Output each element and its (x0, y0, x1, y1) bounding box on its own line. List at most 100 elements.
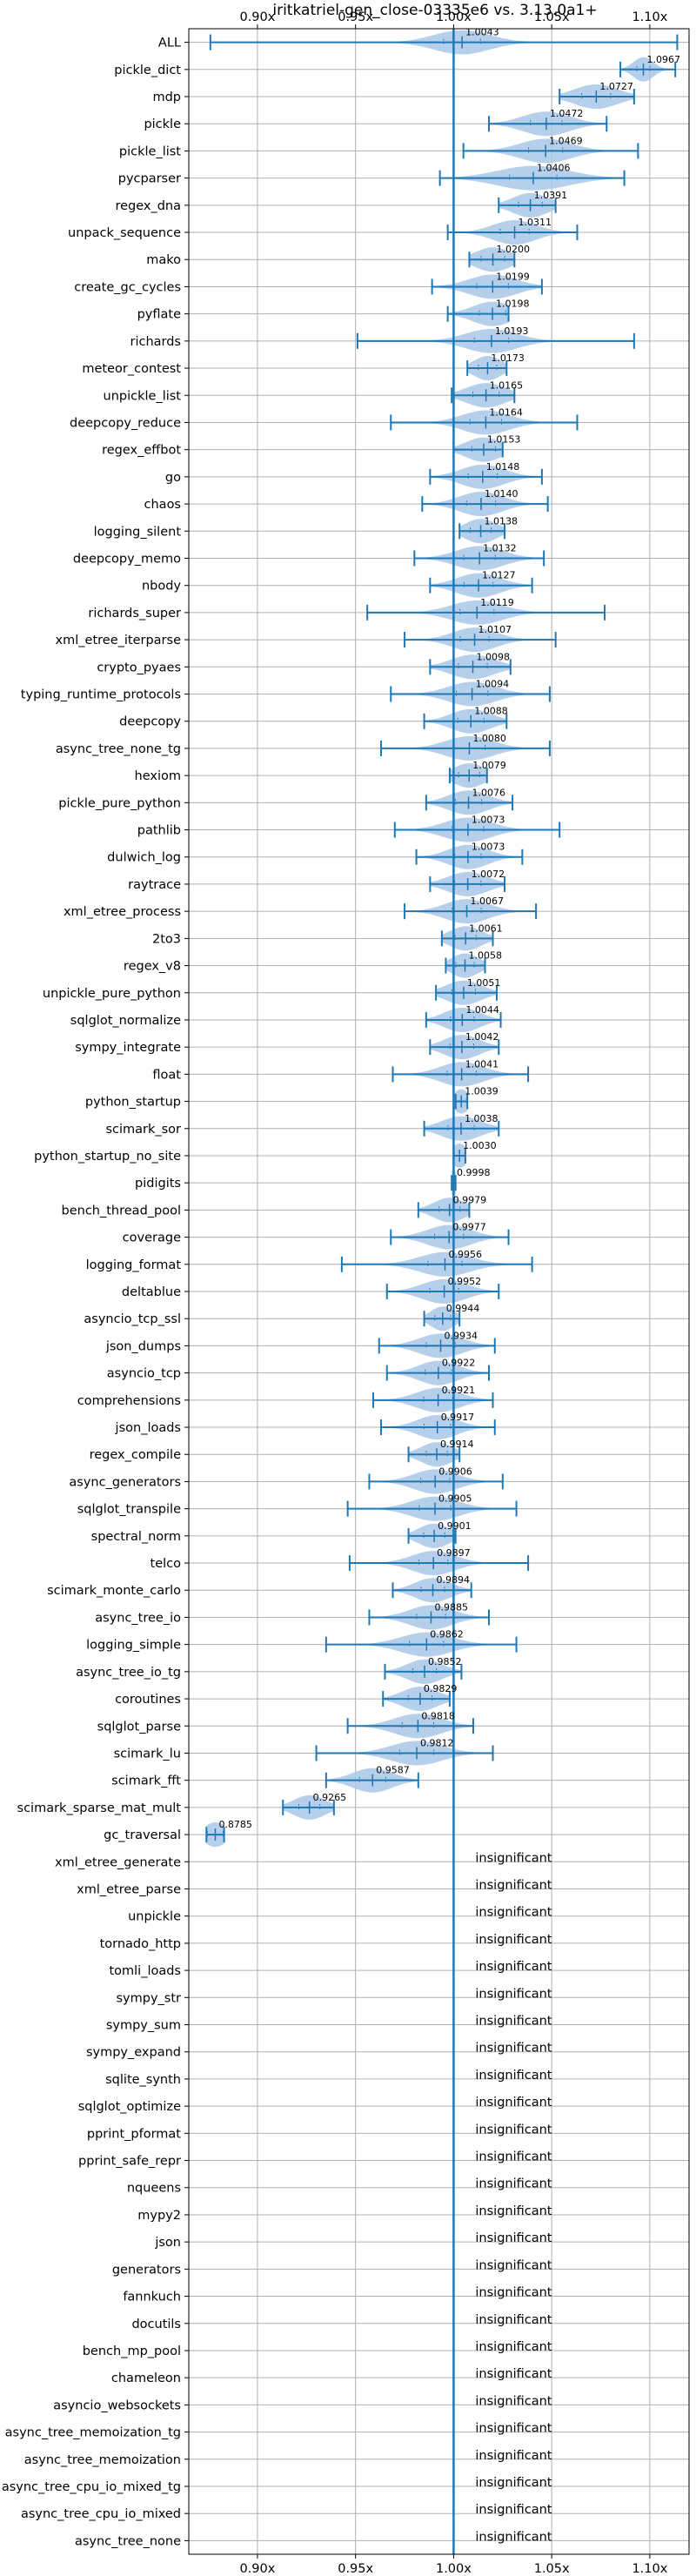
benchmark-label: async_generators (69, 1475, 181, 1489)
benchmark-label: pickle (144, 117, 181, 131)
benchmark-label: chameleon (111, 2371, 181, 2385)
value-label: 0.9901 (438, 1520, 472, 1532)
value-label: 1.0073 (472, 815, 505, 826)
benchmark-label: scimark_fft (111, 1774, 181, 1788)
insignificant-label: insignificant (475, 2042, 552, 2056)
benchmark-label: pickle_pure_python (58, 796, 181, 810)
insignificant-label: insignificant (475, 2503, 552, 2517)
benchmark-label: logging_format (86, 1258, 182, 1272)
benchmark-label: ALL (158, 37, 181, 50)
value-label: 1.0193 (495, 325, 529, 337)
value-label: 1.0138 (485, 515, 519, 527)
value-label: 1.0165 (490, 379, 524, 391)
benchmark-label: pathlib (137, 824, 181, 838)
value-label: 0.9587 (376, 1765, 410, 1776)
value-label: 0.9862 (430, 1629, 464, 1640)
benchmark-label: pprint_safe_repr (78, 2155, 181, 2169)
benchmark-label: deltablue (122, 1285, 181, 1299)
value-label: 1.0132 (483, 542, 517, 553)
benchmark-label: bench_thread_pool (62, 1204, 181, 1218)
benchmark-label: pickle_dict (114, 64, 181, 77)
x-tick-label-top: 0.90x (239, 10, 275, 24)
value-label: 0.9818 (421, 1710, 455, 1721)
benchmark-label: python_startup (85, 1096, 181, 1110)
benchmark-label: unpack_sequence (68, 226, 181, 240)
value-label: 1.0030 (463, 1140, 497, 1151)
benchmark-label: async_tree_io_tg (76, 1666, 181, 1680)
insignificant-label: insignificant (475, 2015, 552, 2029)
benchmark-label: logging_silent (94, 525, 182, 539)
value-label: 1.0094 (476, 679, 510, 690)
benchmark-label: pyflate (137, 308, 181, 322)
x-tick-label-bottom: 0.95x (338, 2562, 373, 2576)
benchmark-label: asyncio_websockets (53, 2398, 181, 2412)
value-label: 1.0072 (472, 869, 505, 880)
value-label: 1.0967 (646, 54, 680, 65)
benchmark-label: sqlglot_optimize (78, 2100, 181, 2114)
value-label: 1.0041 (465, 1058, 499, 1070)
benchmark-label: sympy_str (117, 1991, 182, 2005)
value-label: 1.0148 (486, 461, 520, 473)
insignificant-label: insignificant (475, 2069, 552, 2083)
benchmark-label: async_tree_none (75, 2534, 181, 2548)
value-label: 0.9956 (448, 1249, 482, 1260)
benchmark-label: chaos (144, 498, 181, 512)
benchmark-label: mdp (152, 91, 181, 104)
insignificant-label: insignificant (475, 2177, 552, 2191)
benchmark-label: sympy_sum (106, 2019, 181, 2033)
value-label: 0.9952 (448, 1276, 482, 1287)
value-label: 1.0469 (549, 135, 583, 146)
value-label: 0.9944 (446, 1303, 480, 1314)
value-label: 0.9812 (420, 1737, 454, 1748)
benchmark-label: sympy_expand (86, 2046, 181, 2060)
value-label: 1.0406 (537, 163, 571, 174)
benchmark-label: go (165, 471, 181, 485)
x-tick-label-bottom: 1.00x (436, 2562, 472, 2576)
value-label: 0.9914 (440, 1439, 474, 1450)
benchmark-label: bench_mp_pool (83, 2345, 181, 2358)
benchmark-label: regex_compile (90, 1448, 181, 1462)
x-tick-label-bottom: 1.05x (534, 2562, 570, 2576)
value-label: 1.0311 (519, 217, 552, 228)
insignificant-label: insignificant (475, 2258, 552, 2272)
insignificant-label: insignificant (475, 1878, 552, 1892)
benchmark-label: json_loads (115, 1421, 181, 1435)
value-label: 1.0127 (482, 570, 516, 581)
value-label: 1.0107 (478, 624, 512, 635)
benchmark-label: regex_v8 (124, 960, 181, 974)
x-tick-label-bottom: 1.10x (632, 2562, 667, 2576)
value-label: 1.0200 (497, 244, 531, 255)
value-label: 0.9922 (442, 1358, 475, 1369)
benchmark-label: python_startup_no_site (34, 1150, 181, 1164)
benchmark-label: mypy2 (137, 2209, 181, 2223)
insignificant-label: insignificant (475, 2449, 552, 2463)
x-tick-label-bottom: 0.90x (239, 2562, 275, 2576)
benchmark-label: dulwich_log (107, 851, 181, 865)
benchmark-label: scimark_sor (105, 1123, 181, 1137)
axis-layer: 0.90x 0.90x 0.95x 0.95x 1.00x 1.00x 1.05x 1.05x… (2, 10, 690, 2576)
benchmark-label: pickle_list (119, 144, 181, 158)
benchmark-label: gc_traversal (104, 1828, 181, 1842)
value-label: 1.0727 (599, 81, 633, 92)
value-label: 1.0164 (489, 406, 523, 418)
benchmark-label: async_tree_none_tg (56, 742, 181, 756)
value-label: 1.0472 (550, 108, 584, 119)
x-tick-label-top: 1.05x (534, 10, 570, 24)
benchmark-label: pidigits (135, 1177, 181, 1191)
insignificant-label: insignificant (475, 2150, 552, 2164)
benchmark-label: xml_etree_parse (77, 1882, 181, 1896)
benchmark-label: scimark_sparse_mat_mult (17, 1801, 182, 1815)
value-label: 1.0038 (465, 1113, 499, 1124)
benchmark-label: typing_runtime_protocols (21, 688, 181, 702)
chart-title: iritkatriel-gen_close-03335e6 vs. 3.13.0… (272, 2, 597, 19)
insignificant-label: insignificant (475, 2231, 552, 2245)
benchmark-label: regex_effbot (102, 444, 181, 458)
benchmark-label: richards_super (88, 607, 181, 621)
value-label: 1.0173 (491, 352, 525, 364)
insignificant-label: insignificant (475, 1960, 552, 1974)
insignificant-label: insignificant (475, 2286, 552, 2300)
benchmark-label: scimark_lu (114, 1747, 181, 1761)
insignificant-label: insignificant (475, 1987, 552, 2001)
